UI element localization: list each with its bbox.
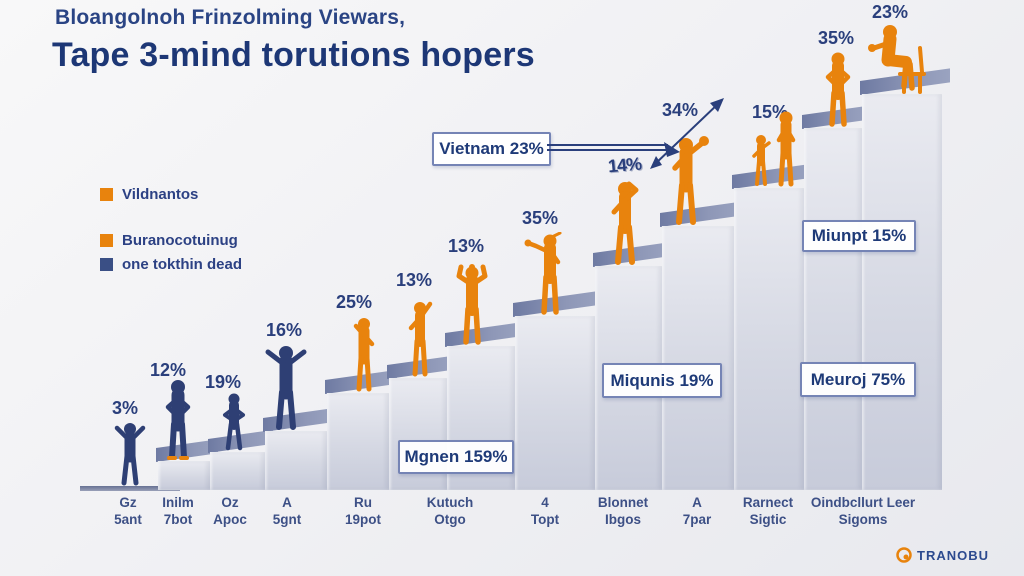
step [732,163,812,490]
step [325,369,397,490]
callout-mgnen: Mgnen 159% [398,440,514,474]
callout-vietnam: Vietnam 23% [432,132,551,166]
axis-label: Inilm 7bot [162,495,194,527]
legend-label: Buranocotuinug [122,232,238,249]
figure-adult-arms-open [262,345,310,431]
pct-label: 12% [150,360,187,380]
pct-label: 13% [396,270,433,290]
pct-label: 35% [818,28,855,48]
callout-meuroj: Meuroj 75% [800,362,916,397]
logo-swirl-icon [896,547,912,563]
ground-strip [80,486,180,491]
step [802,105,870,490]
step [513,290,603,490]
pct-label: 34% [662,100,699,120]
pct-label: 25% [336,292,373,312]
figure-child-cheering [112,421,148,487]
legend-item: Buranocotuinug [100,232,238,249]
subtitle: Bloangolnoh Frinzolming Viewars, [55,6,406,29]
pct-label: 15% [752,102,789,122]
axis-label: Oz Apoc [213,495,247,527]
legend-swatch-blue [100,258,113,271]
figure-adult-and-child [748,110,804,188]
axis-label: Ru 19pot [344,495,381,527]
callout-arrows [547,98,724,169]
page-title: Tape 3-mind torutions hopers [52,36,535,74]
figure-adult-hands-on-hips [156,379,200,461]
step [660,201,742,490]
legend-swatch-orange [100,188,113,201]
figure-adult-hand-to-head [602,180,648,266]
figure-adult-akimbo [816,52,860,128]
pct-label: 35% [522,208,559,228]
legend-item: one tokthin dead [100,256,242,273]
step [156,439,218,490]
axis-label: Kutuch Otgo [426,495,474,527]
axis-label: A 5gnt [272,495,302,527]
axis-label: Gz 5ant [114,495,142,527]
figure-adult-lifting-overhead [450,264,494,346]
callout-miunpt: Miunpt 15% [802,220,916,252]
figure-adult-seated [862,22,932,96]
figure-adult-trumpet [524,232,572,316]
legend-label: Vildnantos [122,186,199,203]
legend-label: one tokthin dead [122,256,242,273]
pct-label: 23% [872,2,909,22]
axis-label: Rarnect Sigtic [742,495,794,527]
figure-adult-waving [400,300,440,378]
pct-label: 13% [448,236,485,256]
step [263,407,335,490]
axis-label: Oindbcllurt Leer Sigoms [810,495,916,527]
axis-label: 4 Topt [530,495,560,527]
pct-label: 16% [266,320,303,340]
pct-label: 3% [112,398,139,418]
figure-child-standing [216,392,252,452]
figure-adult-pointing [342,317,386,393]
axis-label: Blonnet Ibgos [597,495,649,527]
legend-item: Vildnantos [100,186,198,203]
callout-miqunis: Miqunis 19% [602,363,722,398]
brand-logo: TRANOBU [896,547,989,563]
axis-label: A 7par [682,495,712,527]
step [208,429,273,490]
legend-swatch-orange [100,234,113,247]
pct-label: 19% [205,372,242,392]
logo-text: TRANOBU [917,547,989,563]
figure-adult-holding-ball-up [664,134,712,226]
step [860,68,950,490]
